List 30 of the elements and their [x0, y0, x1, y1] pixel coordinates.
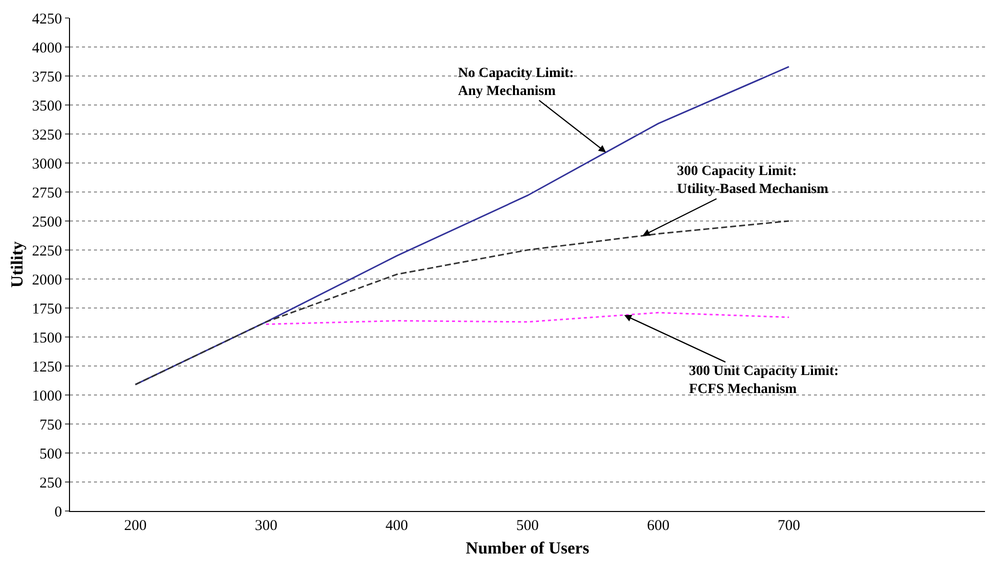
- y-tick-label: 3500: [32, 98, 62, 114]
- annotation: 300 Capacity Limit: Utility-Based Mechanism: [677, 164, 829, 198]
- y-tick-label: 500: [40, 446, 62, 462]
- y-tick-label: 1500: [32, 330, 62, 346]
- y-tick-label: 2000: [32, 272, 62, 288]
- y-tick-label: 1750: [32, 301, 62, 318]
- y-tick-label: 1000: [32, 388, 62, 404]
- y-tick-label: 750: [40, 417, 62, 434]
- y-tick-label: 1250: [32, 359, 62, 376]
- x-tick-label: 600: [646, 518, 670, 534]
- x-axis-title: Number of Users: [466, 538, 590, 558]
- y-tick-label: 2750: [32, 185, 62, 202]
- y-tick-label: 4000: [32, 40, 62, 56]
- x-tick-label: 300: [254, 518, 278, 534]
- y-tick-label: 2500: [32, 214, 62, 230]
- annotation: 300 Unit Capacity Limit: FCFS Mechanism: [689, 364, 839, 398]
- x-tick-label: 700: [778, 518, 800, 534]
- y-tick-label: 4250: [32, 11, 62, 28]
- y-axis-title: Utility: [8, 240, 27, 288]
- x-tick-label: 500: [516, 518, 539, 534]
- x-tick-label: 400: [386, 518, 408, 534]
- annotation: No Capacity Limit: Any Mechanism: [458, 66, 574, 100]
- y-tick-label: 0: [54, 504, 62, 520]
- y-tick-label: 2250: [32, 243, 62, 260]
- x-tick-label: 200: [124, 518, 147, 534]
- y-tick-label: 3000: [32, 156, 62, 172]
- y-tick-label: 250: [40, 475, 62, 492]
- y-tick-label: 3750: [32, 69, 62, 86]
- line-series: [265, 312, 790, 325]
- y-tick-label: 3250: [32, 127, 62, 144]
